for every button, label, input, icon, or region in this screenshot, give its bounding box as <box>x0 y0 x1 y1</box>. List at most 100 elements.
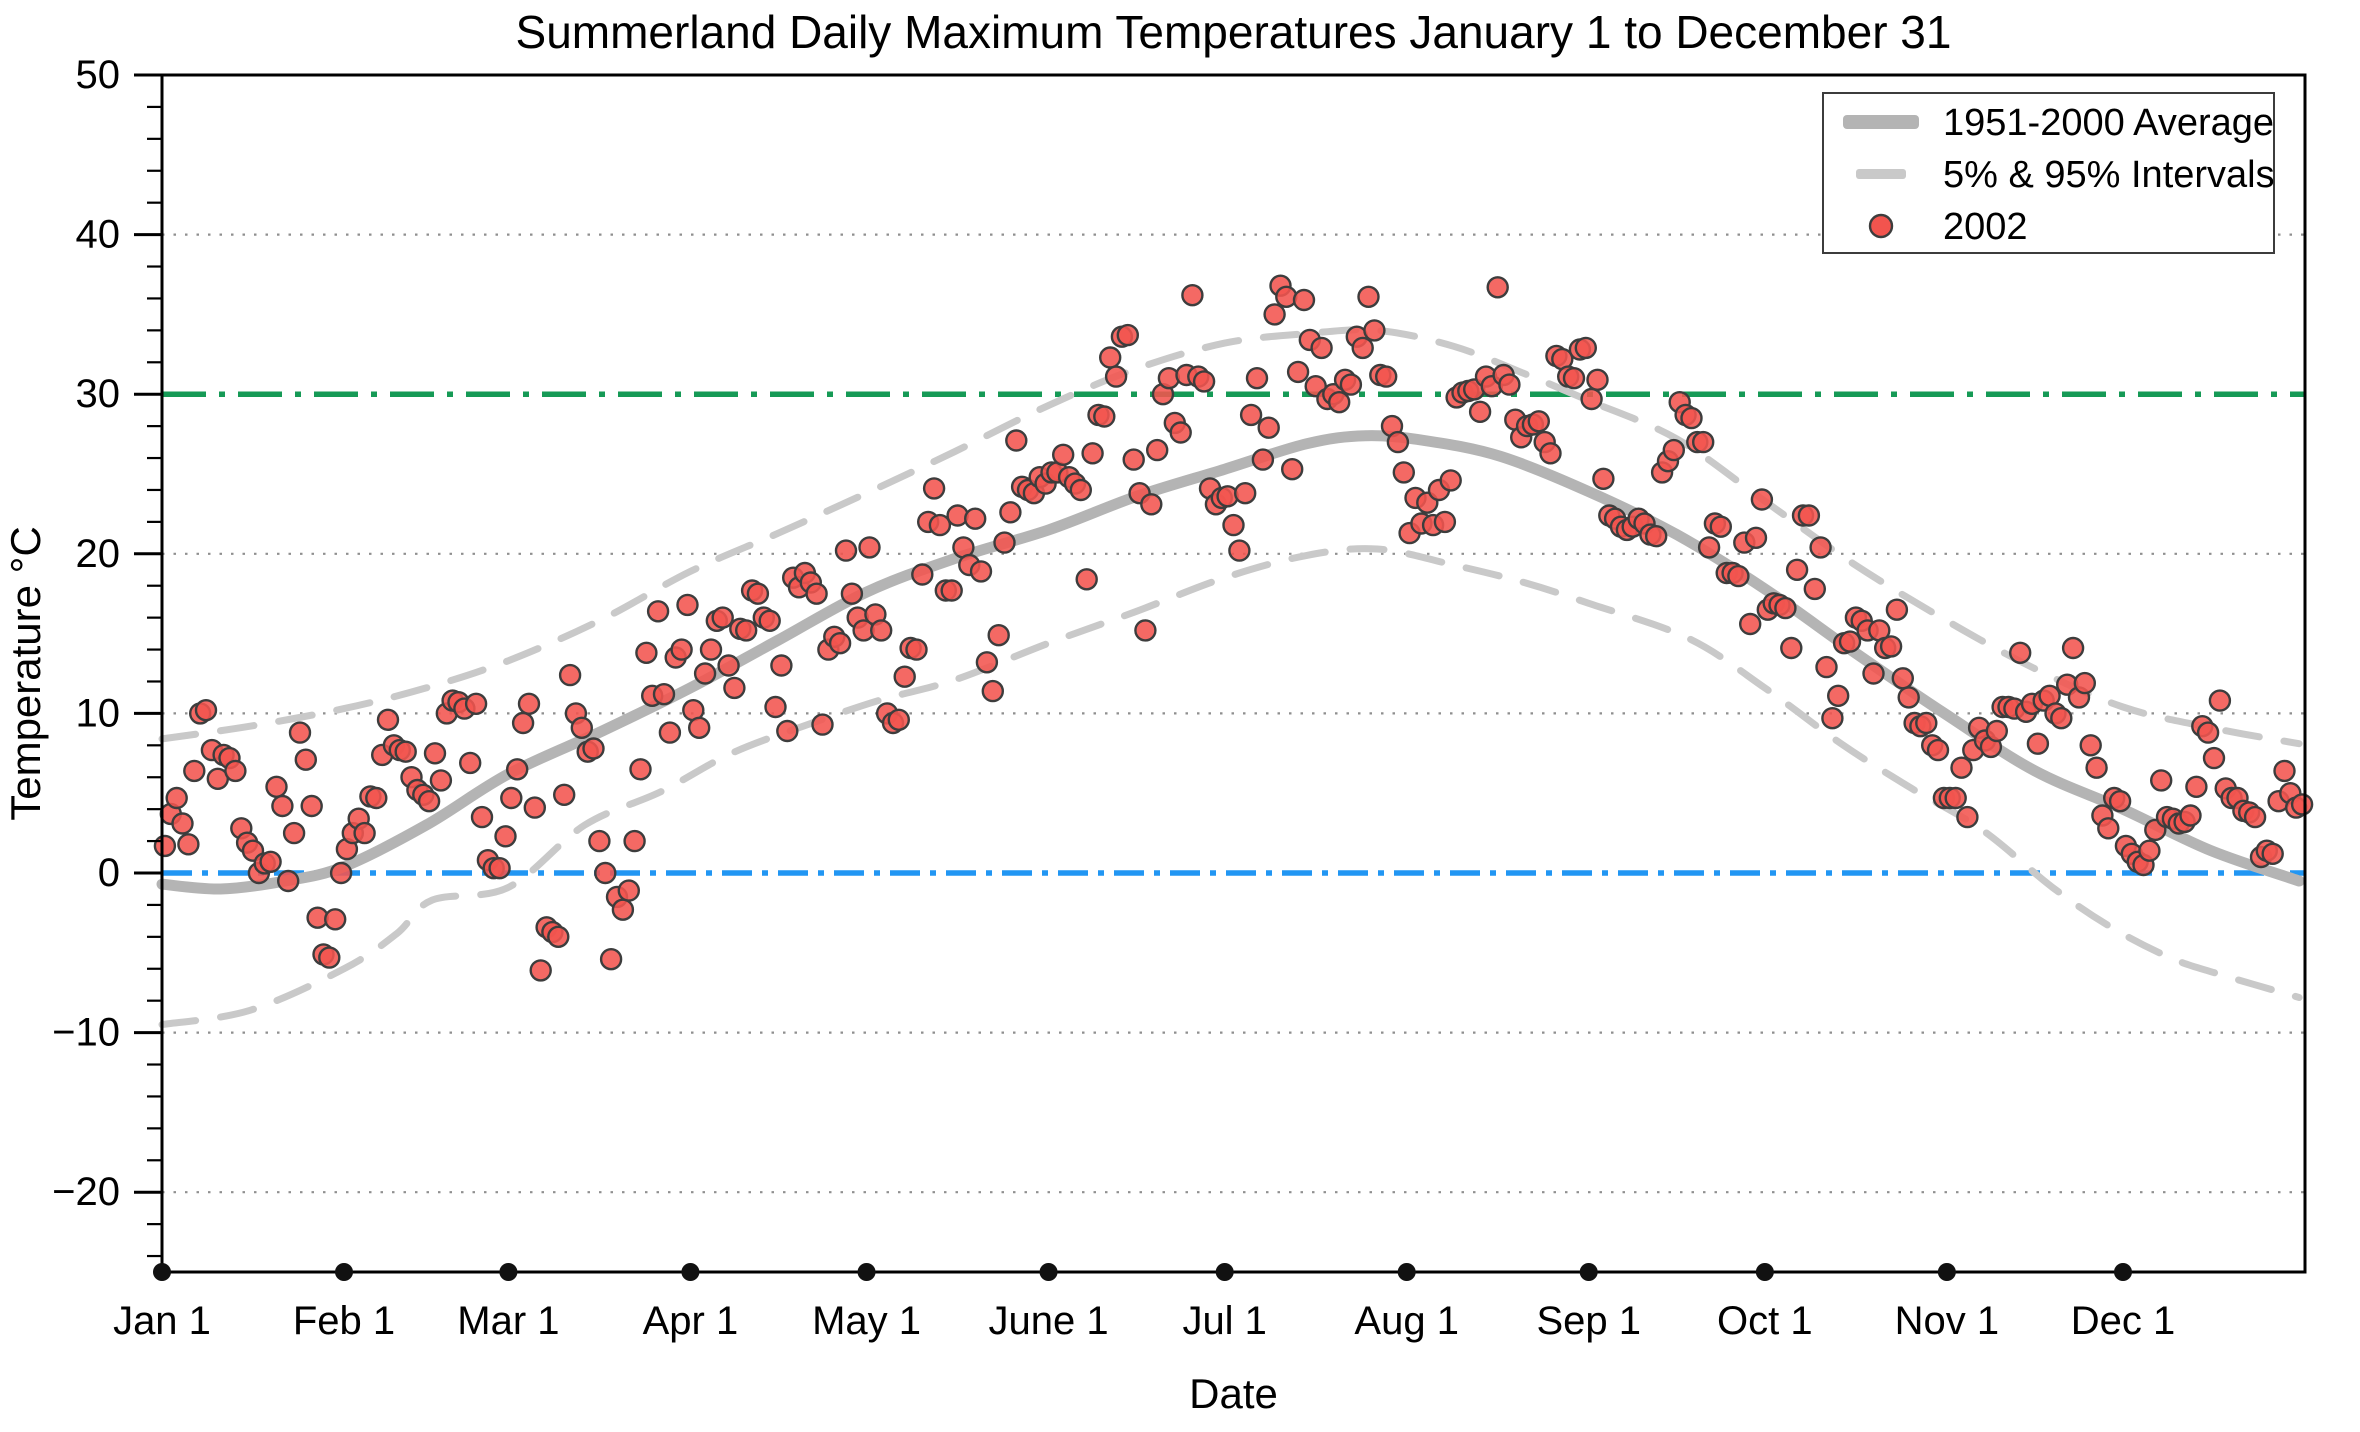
data-point-2002 <box>1838 630 1862 653</box>
legend-label: 2002 <box>1943 206 2028 248</box>
data-point-2002 <box>1075 568 1098 591</box>
data-point-2002 <box>1915 711 1938 735</box>
data-point-2002 <box>294 748 317 771</box>
data-point-2002 <box>271 794 294 818</box>
data-point-2002 <box>2261 842 2284 865</box>
y-tick-label: 50 <box>76 53 121 97</box>
data-point-2002 <box>1803 577 1827 601</box>
data-point-2002 <box>870 619 893 642</box>
data-point-2002 <box>993 531 1016 554</box>
data-point-2002 <box>1005 429 1028 452</box>
data-point-2002 <box>975 651 999 674</box>
data-point-2002 <box>171 812 194 835</box>
data-point-2002 <box>488 857 511 880</box>
x-tick-label: Dec 1 <box>2071 1299 2176 1343</box>
data-point-2002 <box>922 477 946 500</box>
data-point-2002 <box>288 721 312 744</box>
y-tick-label: 0 <box>98 851 120 895</box>
data-point-2002 <box>1245 367 1269 390</box>
month-dot <box>335 1263 354 1281</box>
data-point-2002 <box>805 582 828 605</box>
data-point-2002 <box>1081 442 1104 465</box>
data-point-2002 <box>353 821 376 845</box>
data-point-2002 <box>318 946 341 969</box>
legend-label: 5% & 95% Intervals <box>1943 154 2275 196</box>
data-point-2002 <box>177 833 200 856</box>
reference-lines <box>162 391 2305 876</box>
data-point-2002 <box>717 654 740 677</box>
data-point-2002 <box>277 869 300 893</box>
x-tick-label: Apr 1 <box>643 1299 739 1343</box>
month-dot <box>153 1263 171 1281</box>
month-dot <box>1755 1263 1774 1281</box>
data-point-2002 <box>770 654 793 677</box>
data-point-2002 <box>1826 684 1850 707</box>
legend-label: 1951-2000 Average <box>1943 102 2274 144</box>
data-point-2002 <box>1351 336 1374 360</box>
data-point-2002 <box>828 632 852 655</box>
data-point-2002 <box>1363 319 1386 342</box>
data-point-2002 <box>259 850 282 873</box>
data-point-2002 <box>1486 276 1509 299</box>
data-point-2002 <box>2185 775 2208 798</box>
data-point-2002 <box>464 692 488 715</box>
data-point-2002 <box>1439 469 1462 492</box>
data-point-2002 <box>2026 732 2050 755</box>
month-dot <box>1215 1263 1234 1281</box>
data-point-2002 <box>365 786 388 810</box>
data-point-2002 <box>558 663 582 687</box>
data-point-2002 <box>429 769 453 792</box>
data-point-2002 <box>2243 805 2267 829</box>
data-point-2002 <box>506 758 529 781</box>
data-point-2002 <box>1574 336 1598 360</box>
data-point-2002 <box>1750 488 1774 511</box>
x-tick-label: Nov 1 <box>1895 1299 2000 1343</box>
data-point-2002 <box>2108 790 2132 813</box>
legend: 1951-2000 Average 5% & 95% Intervals 2002 <box>1822 92 2275 254</box>
data-point-2002 <box>676 593 699 617</box>
data-point-2002 <box>1738 612 1762 636</box>
data-point-2002 <box>670 638 693 661</box>
data-point-2002 <box>1051 443 1075 466</box>
data-point-2002 <box>1069 478 1093 502</box>
data-point-2002 <box>1709 515 1733 538</box>
data-point-2002 <box>2290 793 2314 816</box>
data-point-2002 <box>1134 619 1157 642</box>
data-point-2002 <box>459 751 482 775</box>
data-point-2002 <box>834 539 858 562</box>
data-point-2002 <box>1357 285 1380 308</box>
data-point-2002 <box>2097 817 2120 840</box>
x-tick-label: May 1 <box>812 1299 921 1343</box>
data-point-2002 <box>1539 442 1562 465</box>
data-point-2002 <box>2273 759 2296 783</box>
data-point-2002 <box>324 908 347 931</box>
x-tick-label: Mar 1 <box>457 1299 559 1343</box>
data-point-2002 <box>588 829 611 853</box>
data-point-2002 <box>599 948 623 971</box>
data-point-2002 <box>1785 558 1809 581</box>
data-point-2002 <box>523 796 546 819</box>
x-tick-label: Feb 1 <box>293 1299 395 1343</box>
data-point-2002 <box>582 737 605 760</box>
data-point-2002 <box>1392 461 1416 484</box>
data-point-2002 <box>811 713 834 736</box>
data-point-2002 <box>1263 303 1286 326</box>
data-point-2002 <box>658 721 682 744</box>
data-point-2002 <box>1169 421 1192 444</box>
data-point-2002 <box>1727 564 1750 588</box>
data-point-2002 <box>1797 504 1821 527</box>
scatter-points-2002 <box>153 274 2314 982</box>
data-point-2002 <box>999 501 1022 524</box>
data-point-2002 <box>376 708 400 731</box>
data-point-2002 <box>776 719 799 743</box>
data-point-2002 <box>517 692 541 715</box>
data-point-2002 <box>529 959 552 982</box>
data-point-2002 <box>964 507 987 530</box>
data-point-2002 <box>699 638 723 661</box>
interval-curve-5%-interval <box>158 545 2303 1029</box>
data-point-2002 <box>746 582 770 605</box>
data-point-2002 <box>1374 365 1398 388</box>
month-dot <box>499 1263 518 1281</box>
data-point-2002 <box>1433 510 1457 534</box>
